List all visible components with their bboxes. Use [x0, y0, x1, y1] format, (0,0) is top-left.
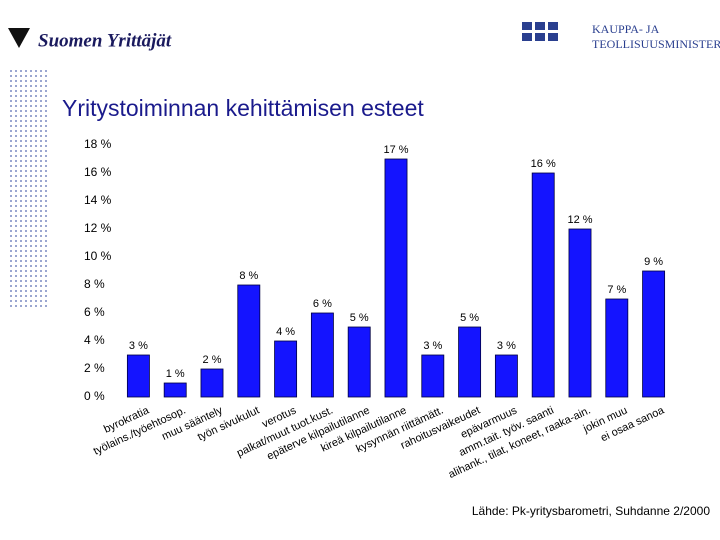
- bar: [384, 158, 408, 398]
- y-tick-label: 2 %: [84, 361, 105, 375]
- y-tick-label: 18 %: [84, 137, 112, 151]
- ministry-name: KAUPPA- JA: [592, 22, 660, 36]
- bar: [494, 354, 518, 398]
- bar: [274, 340, 298, 398]
- value-label: 7 %: [607, 284, 626, 296]
- bar: [421, 354, 445, 398]
- decoration: [8, 70, 50, 310]
- value-label: 1 %: [166, 368, 185, 380]
- bar: [200, 368, 224, 398]
- y-tick-label: 12 %: [84, 221, 112, 235]
- logo-icon: [8, 28, 30, 48]
- value-label: 5 %: [350, 312, 369, 324]
- y-tick-label: 16 %: [84, 165, 112, 179]
- value-label: 12 %: [567, 214, 592, 226]
- source: Lähde: Pk-yritysbarometri, Suhdanne 2/20…: [472, 504, 710, 518]
- y-tick-label: 0 %: [84, 389, 105, 403]
- bar: [531, 172, 555, 398]
- value-label: 3 %: [129, 340, 148, 352]
- value-label: 5 %: [460, 312, 479, 324]
- logo-text: Suomen Yrittäjät: [38, 30, 172, 51]
- value-label: 2 %: [203, 354, 222, 366]
- y-tick-label: 10 %: [84, 249, 112, 263]
- value-label: 17 %: [383, 144, 408, 156]
- y-tick-label: 6 %: [84, 305, 105, 319]
- bar: [568, 228, 592, 398]
- bar: [605, 298, 629, 398]
- bar: [642, 270, 666, 398]
- value-label: 16 %: [531, 158, 556, 170]
- bar: [458, 326, 482, 398]
- y-tick-label: 4 %: [84, 333, 105, 347]
- y-tick-label: 8 %: [84, 277, 105, 291]
- value-label: 4 %: [276, 326, 295, 338]
- value-label: 3 %: [497, 340, 516, 352]
- value-label: 6 %: [313, 298, 332, 310]
- ministry-icon: [522, 22, 558, 41]
- value-label: 9 %: [644, 256, 663, 268]
- bar: [163, 382, 187, 398]
- bar: [347, 326, 371, 398]
- value-label: 8 %: [239, 270, 258, 282]
- value-label: 3 %: [423, 340, 442, 352]
- chart-title: Yritystoiminnan kehittämisen esteet: [62, 95, 424, 121]
- bar: [310, 312, 334, 398]
- bar: [237, 284, 261, 398]
- ministry-name: TEOLLISUUSMINISTERIÖ: [592, 37, 720, 51]
- bar: [126, 354, 150, 398]
- y-tick-label: 14 %: [84, 193, 112, 207]
